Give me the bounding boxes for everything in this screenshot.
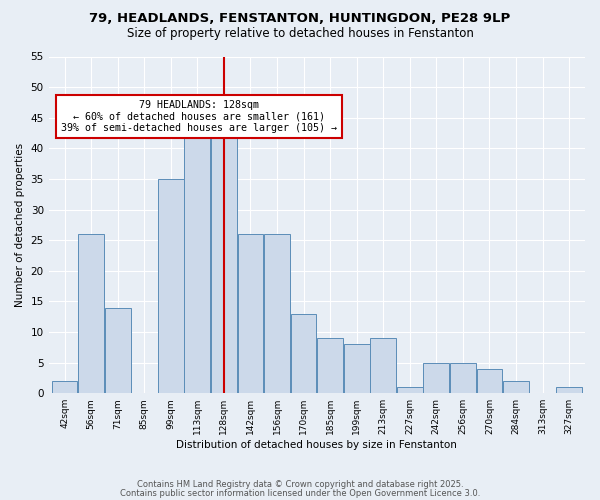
Bar (450, 362, 476, 393)
Bar (105, 308, 131, 393)
Bar (158, 179, 184, 393)
Y-axis label: Number of detached properties: Number of detached properties (15, 143, 25, 307)
Bar (424, 362, 449, 393)
Text: 79 HEADLANDS: 128sqm
← 60% of detached houses are smaller (161)
39% of semi-deta: 79 HEADLANDS: 128sqm ← 60% of detached h… (61, 100, 337, 134)
Bar (556, 387, 582, 393)
Bar (476, 368, 502, 393)
Bar (184, 136, 210, 393)
Bar (290, 314, 316, 393)
Bar (78, 234, 104, 393)
Bar (370, 338, 396, 393)
Bar (238, 234, 263, 393)
Bar (317, 338, 343, 393)
Text: Size of property relative to detached houses in Fenstanton: Size of property relative to detached ho… (127, 28, 473, 40)
Text: Contains public sector information licensed under the Open Government Licence 3.: Contains public sector information licen… (120, 488, 480, 498)
X-axis label: Distribution of detached houses by size in Fenstanton: Distribution of detached houses by size … (176, 440, 457, 450)
Text: 79, HEADLANDS, FENSTANTON, HUNTINGDON, PE28 9LP: 79, HEADLANDS, FENSTANTON, HUNTINGDON, P… (89, 12, 511, 26)
Bar (397, 387, 422, 393)
Bar (503, 381, 529, 393)
Text: Contains HM Land Registry data © Crown copyright and database right 2025.: Contains HM Land Registry data © Crown c… (137, 480, 463, 489)
Bar (211, 124, 237, 393)
Bar (344, 344, 370, 393)
Bar (264, 234, 290, 393)
Bar (52, 381, 77, 393)
